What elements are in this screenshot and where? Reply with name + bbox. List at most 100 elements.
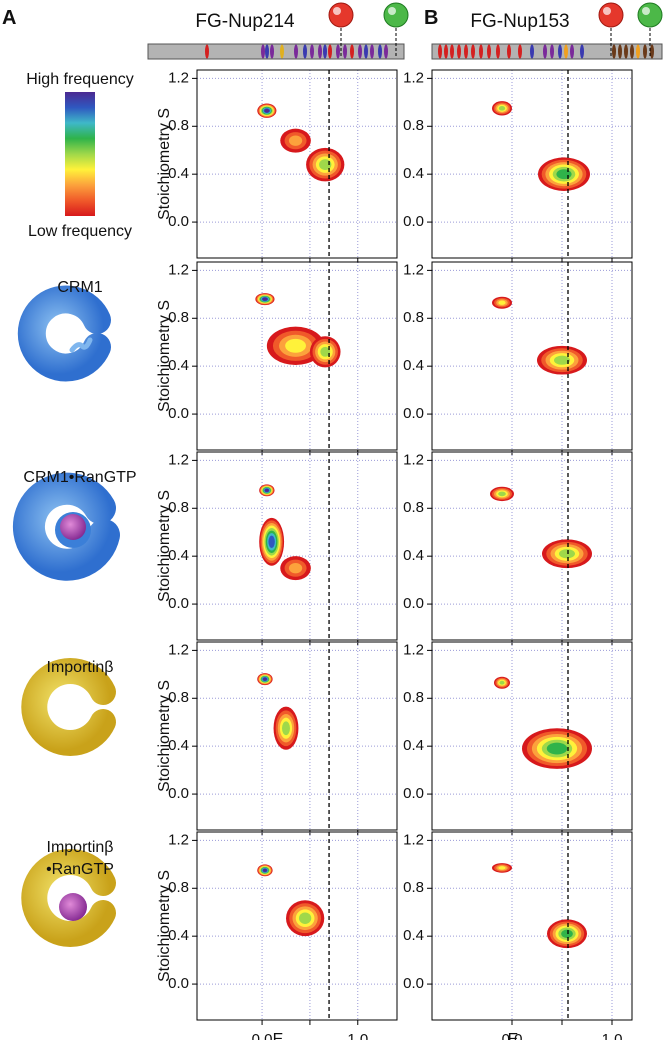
- density-level: [263, 868, 267, 872]
- y-tick-label: 0.0: [168, 213, 189, 230]
- plot-frame: [431, 831, 633, 1021]
- construct-bar: [431, 2, 663, 60]
- y-tick-label: 1.2: [403, 261, 424, 278]
- plot-frame: [431, 641, 633, 831]
- density-level: [559, 549, 575, 559]
- density-level: [319, 159, 332, 170]
- legend-high: High frequency: [26, 71, 134, 88]
- importin-cartoon: [21, 658, 116, 756]
- density-level: [561, 929, 573, 938]
- y-axis-label: Stoichiometry S: [156, 300, 173, 412]
- y-tick-label: 0.8: [403, 689, 424, 706]
- y-tick-label: 0.0: [403, 405, 424, 422]
- y-tick-label: 0.4: [403, 927, 424, 944]
- panel-label: B: [424, 7, 438, 29]
- y-tick-label: 0.4: [168, 357, 189, 374]
- row-label: CRM1: [57, 279, 102, 296]
- y-tick-label: 0.4: [403, 357, 424, 374]
- y-tick-label: 0.8: [403, 309, 424, 326]
- y-tick-label: 0.0: [168, 785, 189, 802]
- plot-frame: [431, 451, 633, 641]
- y-tick-label: 0.4: [168, 547, 189, 564]
- y-tick-label: 0.8: [168, 879, 189, 896]
- density-panel: 0.0 0.4 0.8 1.2: [403, 69, 633, 263]
- y-tick-label: 0.4: [403, 737, 424, 754]
- y-tick-label: 1.2: [403, 831, 424, 848]
- density-level: [320, 346, 331, 357]
- construct-title: FG-Nup214: [195, 11, 295, 32]
- y-axis-label: Stoichiometry S: [156, 490, 173, 602]
- y-tick-label: 0.4: [168, 165, 189, 182]
- x-tick-label: 1.0: [602, 1031, 623, 1040]
- density-level: [262, 297, 268, 301]
- y-axis-label: Stoichiometry S: [156, 870, 173, 982]
- populations: [492, 101, 590, 191]
- y-tick-label: 0.0: [403, 975, 424, 992]
- density-level: [264, 108, 270, 113]
- y-tick-label: 0.8: [168, 689, 189, 706]
- construct-bar: [147, 2, 409, 60]
- x-tick-label: 0.0: [252, 1031, 273, 1040]
- populations: [257, 864, 325, 937]
- crm1-ran-cartoon: [12, 472, 120, 581]
- y-tick-label: 1.2: [168, 451, 189, 468]
- populations: [492, 296, 587, 375]
- construct-title: FG-Nup153: [470, 11, 569, 32]
- y-tick-label: 0.8: [168, 309, 189, 326]
- x-axis-label-main: E: [508, 1031, 519, 1040]
- density-panel: 0.0 0.4 0.8 1.2 Stoichiometry S: [156, 69, 398, 263]
- density-level: [288, 562, 303, 574]
- panel-label: A: [2, 7, 16, 29]
- plot-frame: [431, 261, 633, 451]
- colorbar: [65, 92, 95, 216]
- y-tick-label: 1.2: [168, 641, 189, 658]
- y-tick-label: 0.0: [403, 595, 424, 612]
- plot-frame: [431, 69, 633, 259]
- density-panel: 0.0 0.4 0.8 1.2: [403, 451, 633, 645]
- y-axis-label: Stoichiometry S: [156, 108, 173, 220]
- crm1-cartoon: [17, 285, 111, 382]
- density-panel: 0.0 0.4 0.8 1.2: [403, 261, 633, 455]
- x-axis-label: EFRET: [508, 1031, 545, 1040]
- x-tick-label: 1.0: [347, 1031, 368, 1040]
- populations: [255, 293, 341, 368]
- populations: [490, 486, 592, 569]
- y-tick-label: 0.8: [168, 499, 189, 516]
- density-level: [499, 680, 505, 685]
- density-level: [554, 355, 570, 365]
- populations: [494, 676, 592, 769]
- plot-frame: [196, 641, 398, 831]
- importin-ran-cartoon: [21, 849, 116, 947]
- density-level: [498, 866, 506, 870]
- plot-frame: [196, 261, 398, 451]
- density-panel: 0.0 0.4 0.8 1.2 Stoichiometry S: [156, 451, 398, 645]
- density-panel: 0.0 0.4 0.8 1.2 Stoichiometry S: [156, 261, 398, 455]
- density-panel: 0.0 1.0 0.0 0.4 0.8 1.2 EFRET: [403, 831, 633, 1040]
- y-tick-label: 0.8: [403, 117, 424, 134]
- y-tick-label: 0.8: [168, 117, 189, 134]
- y-tick-label: 0.8: [403, 879, 424, 896]
- y-tick-label: 1.2: [403, 641, 424, 658]
- y-tick-label: 1.2: [168, 69, 189, 86]
- density-level: [288, 135, 303, 146]
- populations: [492, 863, 587, 949]
- plot-frame: [196, 69, 398, 259]
- x-axis-label: EFRET: [273, 1031, 310, 1040]
- y-tick-label: 1.2: [168, 261, 189, 278]
- plot-frame: [196, 831, 398, 1021]
- x-axis-label-main: E: [273, 1031, 284, 1040]
- density-level: [498, 300, 506, 305]
- y-tick-label: 0.4: [168, 737, 189, 754]
- populations: [259, 484, 311, 581]
- row-label: CRM1•RanGTP: [23, 469, 136, 486]
- density-level: [285, 338, 306, 353]
- density-level: [263, 677, 267, 681]
- y-tick-label: 0.0: [168, 405, 189, 422]
- y-tick-label: 1.2: [403, 69, 424, 86]
- density-panel: 0.0 0.4 0.8 1.2: [403, 641, 633, 835]
- density-panel: 0.0 0.4 0.8 1.2 Stoichiometry S: [156, 641, 398, 835]
- y-tick-label: 0.0: [403, 213, 424, 230]
- density-panel: 0.0 1.0 0.0 0.4 0.8 1.2 Stoichiometry S EFRET: [156, 831, 398, 1040]
